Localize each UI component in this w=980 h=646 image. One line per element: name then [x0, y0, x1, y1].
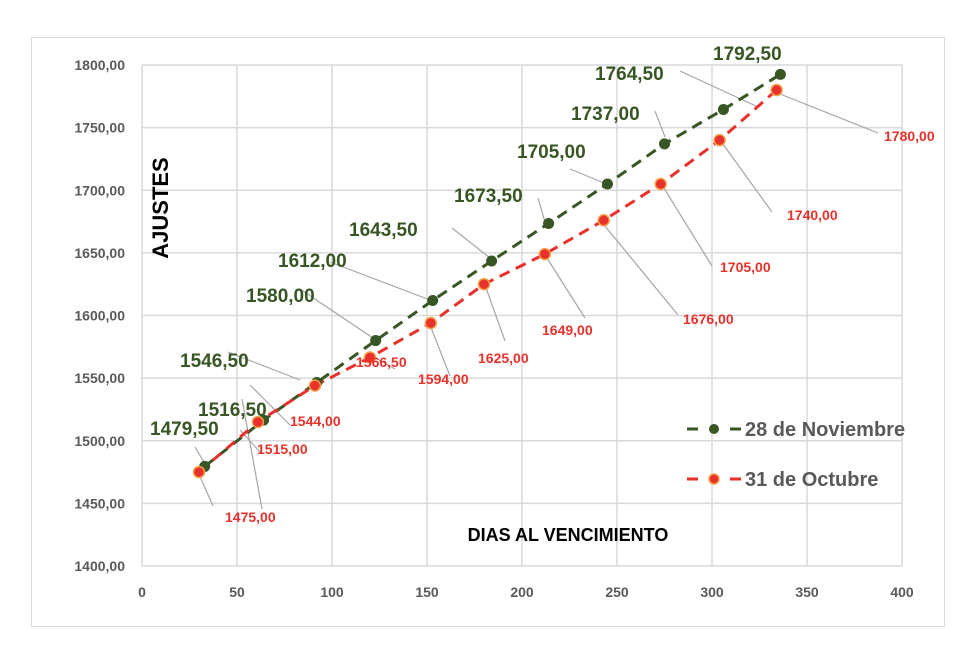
- data-point: [424, 316, 438, 330]
- series-lines: [198, 73, 782, 474]
- x-tick-label: 100: [320, 584, 344, 600]
- data-label: 1764,50: [595, 64, 664, 85]
- data-label: 1544,00: [290, 413, 341, 429]
- data-label: 1780,00: [884, 128, 935, 144]
- data-point: [713, 133, 726, 147]
- data-label: 1515,00: [257, 441, 308, 457]
- x-tick-label: 50: [229, 584, 245, 600]
- data-point: [770, 83, 783, 97]
- data-point: [308, 379, 322, 392]
- legend-item-oct: 31 de Octubre: [687, 469, 878, 491]
- data-label: 1566,50: [356, 354, 407, 370]
- data-point: [659, 138, 670, 150]
- data-point: [477, 277, 491, 291]
- data-label: 1594,00: [418, 371, 469, 387]
- data-label: 1546,50: [180, 351, 249, 372]
- legend-label-nov: 28 de Noviembre: [745, 419, 905, 441]
- data-label: 1705,00: [720, 259, 771, 275]
- y-tick-label: 1600,00: [74, 308, 125, 324]
- data-point: [654, 177, 667, 191]
- label-leader-lines: [194, 70, 879, 510]
- data-label: 1475,00: [225, 509, 276, 525]
- data-label: 1649,00: [542, 322, 593, 338]
- data-label: 1673,50: [454, 186, 523, 207]
- y-tick-label: 1500,00: [74, 433, 125, 449]
- x-axis-title: DIAS AL VENCIMIENTO: [468, 525, 669, 545]
- data-point: [602, 178, 613, 190]
- data-label: 1580,00: [246, 286, 315, 307]
- data-label: 1705,00: [517, 142, 586, 163]
- y-tick-label: 1750,00: [74, 120, 125, 136]
- y-tick-label: 1650,00: [74, 245, 125, 261]
- x-tick-label: 200: [510, 584, 534, 600]
- green-marker-icon: [709, 424, 719, 434]
- y-axis-ticks: 1400,00 1450,00 1500,00 1550,00 1600,00 1650,…: [74, 57, 125, 574]
- data-label: 1516,50: [198, 400, 267, 421]
- data-label: 1643,50: [349, 220, 418, 241]
- x-tick-label: 250: [605, 584, 629, 600]
- data-point: [543, 217, 555, 229]
- y-axis-title: AJUSTES: [148, 157, 173, 258]
- x-axis-ticks: 0 50 100 150 200 250 300 350 400: [138, 584, 914, 600]
- x-tick-label: 0: [138, 584, 146, 600]
- data-label: 1625,00: [478, 350, 529, 366]
- data-point: [538, 247, 552, 261]
- y-tick-label: 1700,00: [74, 182, 125, 198]
- data-point: [192, 465, 206, 479]
- data-label: 1792,50: [713, 44, 782, 65]
- x-tick-label: 350: [795, 584, 819, 600]
- data-label: 1612,00: [278, 251, 347, 272]
- data-point: [363, 351, 377, 364]
- legend: 28 de Noviembre 31 de Octubre: [687, 419, 905, 491]
- data-label: 1737,00: [571, 104, 640, 125]
- y-tick-label: 1550,00: [74, 370, 125, 386]
- data-point: [597, 214, 610, 227]
- data-label: 1740,00: [787, 207, 838, 223]
- data-point: [486, 255, 498, 267]
- data-point: [370, 335, 382, 347]
- x-tick-label: 150: [415, 584, 439, 600]
- legend-label-oct: 31 de Octubre: [745, 469, 878, 491]
- chart-frame: [31, 37, 945, 627]
- x-tick-label: 300: [700, 584, 724, 600]
- x-tick-label: 400: [890, 584, 914, 600]
- gridlines: [141, 64, 903, 567]
- series-points: [192, 68, 786, 479]
- red-marker-icon: [708, 473, 720, 485]
- data-point: [427, 294, 439, 306]
- legend-item-nov: 28 de Noviembre: [687, 419, 905, 441]
- data-label: 1676,00: [683, 311, 734, 327]
- data-point: [717, 103, 729, 115]
- data-label: 1479,50: [150, 419, 219, 440]
- y-tick-label: 1800,00: [74, 57, 125, 73]
- y-tick-label: 1400,00: [74, 558, 125, 574]
- data-point: [251, 415, 265, 429]
- y-tick-label: 1450,00: [74, 495, 125, 511]
- data-point: [774, 68, 786, 80]
